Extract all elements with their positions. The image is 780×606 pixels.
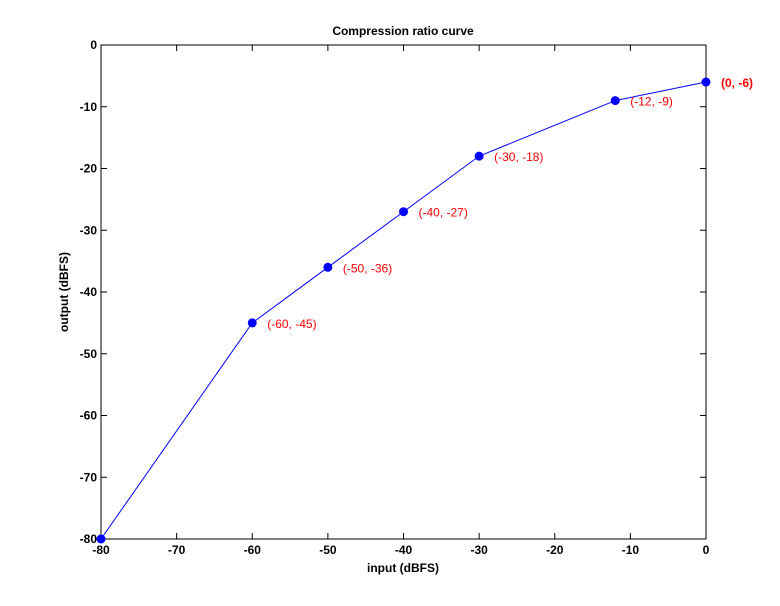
- plot-frame: [100, 44, 707, 540]
- x-tick-label: 0: [703, 543, 710, 557]
- y-tick-label: 0: [90, 38, 97, 52]
- data-point: [474, 151, 484, 161]
- y-tick-label: -50: [80, 347, 98, 361]
- y-tick-label: -40: [80, 285, 98, 299]
- plot-marks: (-60, -45) (-50, -36) (-40, -27) (-30, -18)…: [96, 76, 753, 544]
- data-label: (-12, -9): [630, 95, 673, 109]
- series-line: [100, 81, 707, 540]
- x-tick-label: -50: [319, 543, 337, 557]
- y-tick-label: -70: [80, 470, 98, 484]
- data-point: [610, 96, 620, 106]
- x-tick-label: -30: [470, 543, 488, 557]
- x-axis-label: input (dBFS): [367, 561, 439, 575]
- x-tick-label: -10: [622, 543, 640, 557]
- y-tick-label: -20: [80, 162, 98, 176]
- y-axis-label: output (dBFS): [57, 252, 71, 332]
- y-tick-label: -10: [80, 100, 98, 114]
- data-point: [96, 534, 106, 544]
- data-label: (-60, -45): [267, 317, 316, 331]
- axes: -80 -70 -60 -50 -40 -30 -20 -10 0 0 -10 -20 -30 -40 -5…: [80, 38, 710, 557]
- x-tick-label: -80: [92, 543, 110, 557]
- data-label: (-50, -36): [343, 261, 392, 275]
- y-tick-label: -80: [80, 532, 98, 546]
- x-tick-label: -40: [395, 543, 413, 557]
- data-point: [247, 318, 257, 328]
- x-tick-label: -70: [168, 543, 186, 557]
- data-label: (-40, -27): [419, 206, 468, 220]
- x-tick-label: -20: [546, 543, 564, 557]
- x-tick-label: -60: [244, 543, 262, 557]
- chart-title: Compression ratio curve: [332, 24, 474, 38]
- y-tick-label: -30: [80, 223, 98, 237]
- data-label: (0, -6): [721, 76, 753, 90]
- data-point: [701, 77, 711, 87]
- y-tick-label: -60: [80, 409, 98, 423]
- data-label: (-30, -18): [494, 150, 543, 164]
- data-point: [323, 262, 333, 272]
- data-point: [399, 207, 408, 217]
